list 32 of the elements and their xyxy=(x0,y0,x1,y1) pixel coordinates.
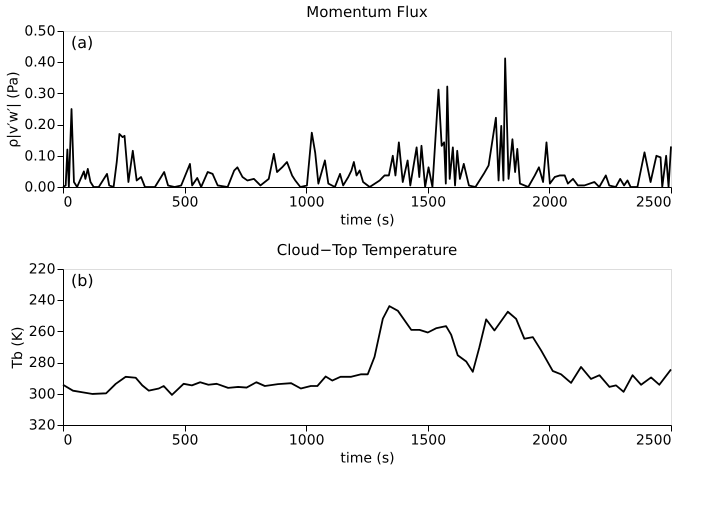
y-tick-label: 0.10 xyxy=(24,148,56,164)
y-tick-label: 0.40 xyxy=(24,54,56,71)
x-tick-label: 2500 xyxy=(636,194,672,210)
y-tick-label: 0.50 xyxy=(24,24,56,40)
annotation: (b) xyxy=(71,271,94,290)
y-tick-label: 240 xyxy=(28,292,56,309)
x-tick-label: 0 xyxy=(64,432,72,448)
y-tick-label: 0.00 xyxy=(24,180,56,196)
y-tick-label: 0.20 xyxy=(24,117,56,134)
y-tick-label: 260 xyxy=(28,324,56,340)
y-tick-label: 280 xyxy=(28,355,56,372)
x-tick-label: 1000 xyxy=(288,432,325,448)
annotation: (a) xyxy=(71,33,94,52)
x-tick-label: 1500 xyxy=(410,432,446,448)
chart-title: Cloud−Top Temperature xyxy=(276,241,458,259)
chart-title: Momentum Flux xyxy=(306,3,428,21)
y-tick-label: 0.30 xyxy=(24,86,56,102)
x-tick-label: 2500 xyxy=(636,432,672,448)
x-tick-label: 0 xyxy=(64,194,72,210)
x-tick-label: 500 xyxy=(172,194,198,210)
x-axis-title: time (s) xyxy=(340,450,395,466)
y-axis-title: Tb (K) xyxy=(10,326,26,370)
y-tick-label: 320 xyxy=(28,418,56,434)
x-axis-title: time (s) xyxy=(340,212,395,228)
y-axis-title: ρ|v′w′| (Pa) xyxy=(5,71,22,148)
x-tick-label: 2000 xyxy=(532,432,568,448)
x-tick-label: 500 xyxy=(172,432,198,448)
x-tick-label: 2000 xyxy=(532,194,568,210)
x-tick-label: 1500 xyxy=(410,194,446,210)
y-tick-label: 300 xyxy=(28,386,56,402)
x-tick-label: 1000 xyxy=(288,194,325,210)
y-tick-label: 220 xyxy=(28,262,56,278)
